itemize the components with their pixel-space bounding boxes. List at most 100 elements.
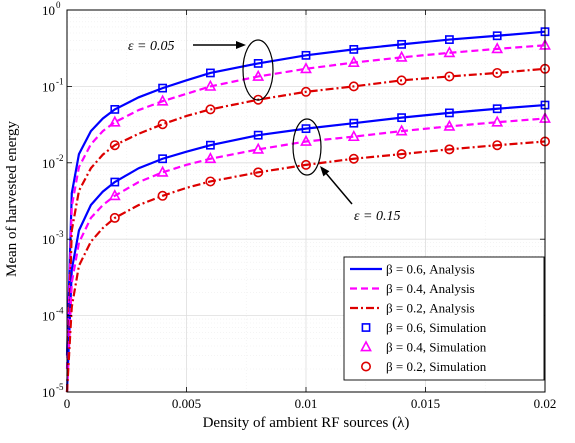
legend-entry: β = 0.6, Simulation bbox=[361, 320, 487, 335]
data-point-triangle bbox=[108, 189, 121, 201]
x-axis-label: Density of ambient RF sources (λ) bbox=[203, 415, 410, 431]
data-point-square bbox=[492, 31, 502, 41]
y-tick-label: 10 -3 bbox=[42, 229, 64, 247]
legend-marker-swatch bbox=[360, 361, 371, 372]
y-tick-base: 10 bbox=[42, 3, 55, 18]
data-point-square bbox=[397, 113, 406, 123]
y-tick-label: 10 -4 bbox=[42, 306, 64, 324]
data-point-triangle bbox=[443, 46, 456, 58]
data-point-circle bbox=[253, 94, 264, 105]
x-tick-label: 0.01 bbox=[295, 396, 318, 411]
annotation-ellipse-eps-015 bbox=[292, 118, 322, 176]
series-eps-0-05-beta-06-simulation-markers bbox=[110, 27, 550, 114]
y-tick-base: 10 bbox=[42, 309, 55, 324]
data-point-triangle bbox=[252, 69, 265, 81]
data-point-circle bbox=[396, 149, 407, 160]
series-eps-0-05-beta-02-simulation-markers bbox=[109, 63, 550, 151]
legend-entry: β = 0.4, Simulation bbox=[360, 340, 487, 355]
annotations: ε = 0.05 ε = 0.15 bbox=[128, 39, 400, 224]
data-point-triangle bbox=[491, 42, 504, 54]
y-tick-exponent: -2 bbox=[56, 153, 64, 163]
y-tick-label: 10 -5 bbox=[42, 382, 64, 400]
data-point-circle bbox=[205, 104, 216, 115]
data-point-circle bbox=[109, 140, 120, 151]
data-point-square bbox=[158, 154, 167, 164]
y-tick-exponent: -5 bbox=[56, 382, 64, 392]
data-point-square bbox=[206, 140, 215, 150]
series-eps-0-15-beta-06-simulation-markers bbox=[110, 100, 550, 187]
legend-marker-swatch bbox=[360, 340, 372, 352]
data-point-square bbox=[349, 118, 359, 128]
data-point-circle bbox=[492, 140, 503, 151]
data-point-triangle bbox=[347, 129, 360, 142]
y-tick-label: 10 -2 bbox=[42, 153, 64, 171]
data-point-triangle bbox=[252, 142, 265, 154]
annotation-arrowhead-eps-005 bbox=[236, 41, 246, 49]
legend-label: β = 0.4, Analysis bbox=[386, 281, 475, 296]
data-point-circle bbox=[396, 75, 407, 86]
series-eps-0-05-beta-02-analysis-line bbox=[65, 67, 546, 393]
legend-label: β = 0.2, Analysis bbox=[386, 301, 475, 316]
data-point-circle bbox=[492, 67, 503, 78]
y-tick-base: 10 bbox=[42, 156, 55, 171]
series-eps-0-05-beta-04-analysis-line bbox=[65, 44, 546, 370]
series-layer bbox=[65, 27, 551, 393]
data-point-triangle bbox=[347, 55, 360, 67]
plot-frame bbox=[66, 9, 546, 393]
series-eps-0-15-beta-06-analysis-line bbox=[65, 103, 546, 393]
data-point-square bbox=[158, 83, 167, 93]
data-point-square bbox=[444, 108, 454, 118]
data-point-square bbox=[206, 68, 215, 78]
legend-label: β = 0.6, Simulation bbox=[386, 320, 487, 335]
data-point-triangle bbox=[300, 62, 312, 74]
data-point-circle bbox=[444, 144, 455, 155]
x-tick-label: 0.015 bbox=[411, 396, 440, 411]
data-point-triangle bbox=[204, 79, 217, 91]
data-point-circle bbox=[348, 153, 359, 164]
data-point-triangle bbox=[108, 115, 121, 127]
data-point-square bbox=[492, 104, 502, 114]
series-eps-0-15-beta-02-analysis-line bbox=[65, 140, 546, 393]
data-point-square bbox=[349, 44, 359, 54]
y-axis-label: Mean of harvested energy bbox=[4, 121, 20, 277]
data-point-triangle bbox=[395, 124, 408, 136]
data-point-square bbox=[253, 59, 263, 68]
y-tick-exponent: -3 bbox=[56, 229, 64, 239]
y-tick-label: 10 0 bbox=[42, 0, 61, 18]
data-point-circle bbox=[157, 190, 168, 201]
data-point-square bbox=[253, 130, 263, 140]
legend-label: β = 0.4, Simulation bbox=[386, 340, 487, 355]
x-tick-label: 0.02 bbox=[534, 396, 557, 411]
data-point-circle bbox=[253, 167, 264, 178]
data-point-triangle bbox=[300, 134, 312, 146]
legend-marker-swatch bbox=[361, 323, 371, 332]
annotation-ellipse-eps-005 bbox=[242, 39, 274, 101]
data-point-square bbox=[110, 104, 120, 114]
legend-entry: β = 0.2, Simulation bbox=[360, 359, 487, 374]
legend-entry: β = 0.4, Analysis bbox=[350, 281, 475, 296]
series-eps-0-05-beta-06-analysis-line bbox=[65, 30, 546, 356]
y-tick-exponent: -1 bbox=[56, 76, 64, 86]
y-tick-label: 10 -1 bbox=[42, 76, 64, 94]
annotation-arrowhead-eps-015 bbox=[320, 166, 330, 177]
annotation-arrow-eps-015 bbox=[324, 171, 353, 205]
legend: β = 0.6, Analysis β = 0.4, Analysis β = 0.… bbox=[343, 256, 545, 381]
legend-label: β = 0.6, Analysis bbox=[386, 262, 475, 277]
annotation-eps-015: ε = 0.15 bbox=[354, 209, 400, 224]
data-point-square bbox=[301, 124, 311, 134]
y-tick-exponent: 0 bbox=[56, 0, 61, 10]
y-tick-base: 10 bbox=[42, 79, 55, 94]
data-point-circle bbox=[300, 159, 311, 170]
series-eps-0-15-beta-02-simulation-markers bbox=[109, 136, 550, 223]
y-tick-base: 10 bbox=[42, 385, 55, 400]
y-tick-exponent: -4 bbox=[56, 306, 64, 316]
data-point-circle bbox=[157, 119, 168, 130]
data-point-square bbox=[444, 35, 454, 44]
data-point-circle bbox=[300, 86, 311, 97]
data-point-triangle bbox=[395, 50, 408, 62]
data-point-square bbox=[301, 50, 311, 60]
series-eps-0-15-beta-04-analysis-line bbox=[65, 117, 546, 393]
